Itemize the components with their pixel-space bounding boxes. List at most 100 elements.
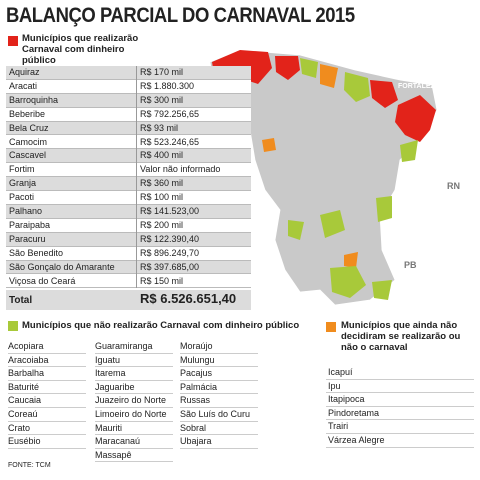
title: BALANÇO PARCIAL DO CARNAVAL 2015 [6, 4, 355, 27]
amount: R$ 397.685,00 [140, 261, 200, 272]
row-bg [6, 93, 251, 108]
municipality: Aracoiaba [8, 354, 49, 365]
row-bg [6, 177, 251, 192]
list-line [8, 352, 86, 354]
list-line [326, 446, 474, 448]
municipality: Mauriti [95, 422, 123, 433]
list-line [180, 406, 258, 408]
municipality: Granja [9, 178, 37, 189]
municipality: Icapuí [328, 367, 353, 377]
list-line [326, 405, 474, 407]
region-orange [344, 252, 358, 268]
legend-unfunded: Municípios que não realizarão Carnaval c… [22, 320, 300, 331]
region-green [372, 280, 392, 300]
municipality: Limoeiro do Norte [95, 409, 167, 419]
municipality: Várzea Alegre [328, 435, 385, 445]
municipality: Pindoretama [328, 407, 380, 418]
amount: R$ 100 mil [140, 192, 184, 203]
region-green [330, 266, 366, 298]
list-line [95, 406, 173, 408]
municipality: Pacoti [9, 192, 35, 203]
list-line [95, 352, 173, 354]
row-bg [6, 260, 251, 275]
legend-undecided: Municípios que ainda não decidiram se re… [341, 320, 461, 353]
region-orange [320, 64, 338, 88]
legend-swatch-red [8, 36, 18, 46]
row-bg [6, 135, 251, 150]
municipality: Paraipaba [9, 219, 51, 230]
municipality: Crato [8, 422, 31, 433]
municipality: Fortim [9, 164, 35, 175]
list-line [180, 379, 258, 381]
amount: R$ 360 mil [140, 178, 184, 189]
amount: R$ 122.390,40 [140, 233, 200, 244]
municipality: Beberibe [9, 108, 46, 119]
list-line [8, 447, 86, 449]
list-line [95, 434, 173, 436]
amount: R$ 170 mil [140, 67, 184, 77]
amount: R$ 150 mil [140, 275, 184, 286]
municipality: Itarema [95, 368, 126, 379]
municipality: São Gonçalo do Amarante [9, 261, 115, 272]
amount: R$ 141.523,00 [140, 206, 200, 216]
amount: R$ 400 mil [140, 150, 184, 161]
row-bg [6, 205, 251, 219]
list-line [8, 406, 86, 408]
amount: Valor não informado [140, 164, 221, 175]
region-red [395, 95, 436, 142]
municipality: São Benedito [9, 247, 64, 258]
map-label: RN [447, 181, 460, 191]
list-line [180, 352, 258, 354]
region-red [370, 80, 398, 108]
source: FONTE: TCM [8, 462, 51, 469]
region-orange [262, 138, 276, 152]
list-line [180, 420, 258, 422]
map-label: PB [404, 260, 417, 270]
amount: R$ 93 mil [140, 122, 179, 133]
list-line [95, 393, 173, 395]
municipality: Itapipoca [328, 394, 365, 405]
municipality: Ipu [328, 380, 341, 391]
region-green [400, 140, 418, 162]
municipality: Paracuru [9, 233, 46, 244]
municipality: Juazeiro do Norte [95, 395, 167, 406]
list-line [326, 378, 474, 380]
municipality: Cascavel [9, 150, 47, 161]
list-line [326, 432, 474, 434]
municipality: Barroquinha [9, 94, 59, 105]
list-line [95, 379, 173, 381]
amount: R$ 896.249,70 [140, 247, 200, 258]
municipality: Ubajara [180, 436, 212, 447]
list-line [95, 461, 173, 463]
list-line [326, 419, 474, 421]
row-bg [6, 191, 251, 205]
municipality: Camocim [9, 136, 48, 147]
row-bg [6, 66, 251, 80]
list-line [180, 434, 258, 436]
region-green [344, 72, 370, 102]
total-label: Total [9, 295, 33, 307]
region-green [300, 58, 318, 78]
municipality: Barbalha [8, 368, 45, 379]
list-line [95, 366, 173, 368]
amount: R$ 523.246,65 [140, 136, 200, 147]
municipality: Caucaia [8, 395, 42, 406]
total-bg [6, 290, 251, 311]
list-line [8, 393, 86, 395]
list-line [8, 434, 86, 436]
municipality: Aquiraz [9, 67, 40, 77]
region-green [288, 220, 304, 240]
list-line [8, 379, 86, 381]
municipality: Eusébio [8, 436, 41, 447]
legend-swatch-orange [326, 322, 336, 332]
municipality: Viçosa do Ceará [9, 275, 76, 286]
amount: R$ 300 mil [140, 94, 184, 105]
map-label: FORTALEZA [398, 83, 440, 90]
row-bg [6, 149, 251, 164]
row-bg [6, 163, 251, 178]
municipality: Russas [180, 395, 211, 406]
municipality: Moraújo [180, 341, 213, 351]
row-bg [6, 121, 251, 136]
municipality: Pacajus [180, 368, 213, 379]
